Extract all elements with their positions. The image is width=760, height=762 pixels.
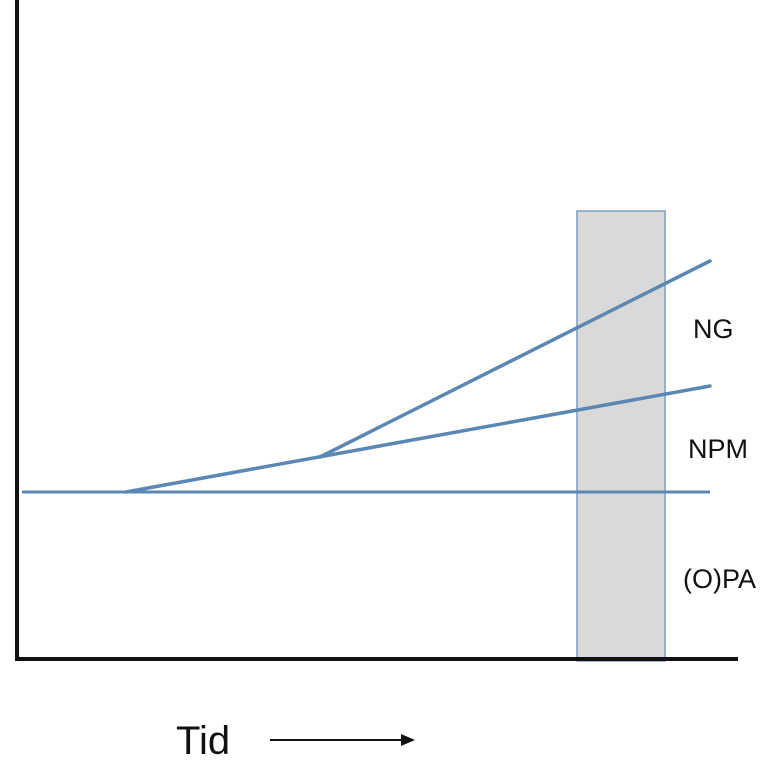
npm-label: NPM [688, 434, 748, 464]
right-arrow-icon [270, 734, 415, 746]
opa-label: (O)PA [683, 564, 756, 594]
npm-branch-line [124, 384, 712, 494]
shaded-time-band [576, 210, 666, 662]
ng-branch-line [318, 259, 712, 459]
ng-label: NG [693, 314, 734, 344]
x-axis-label: Tid [176, 719, 230, 762]
